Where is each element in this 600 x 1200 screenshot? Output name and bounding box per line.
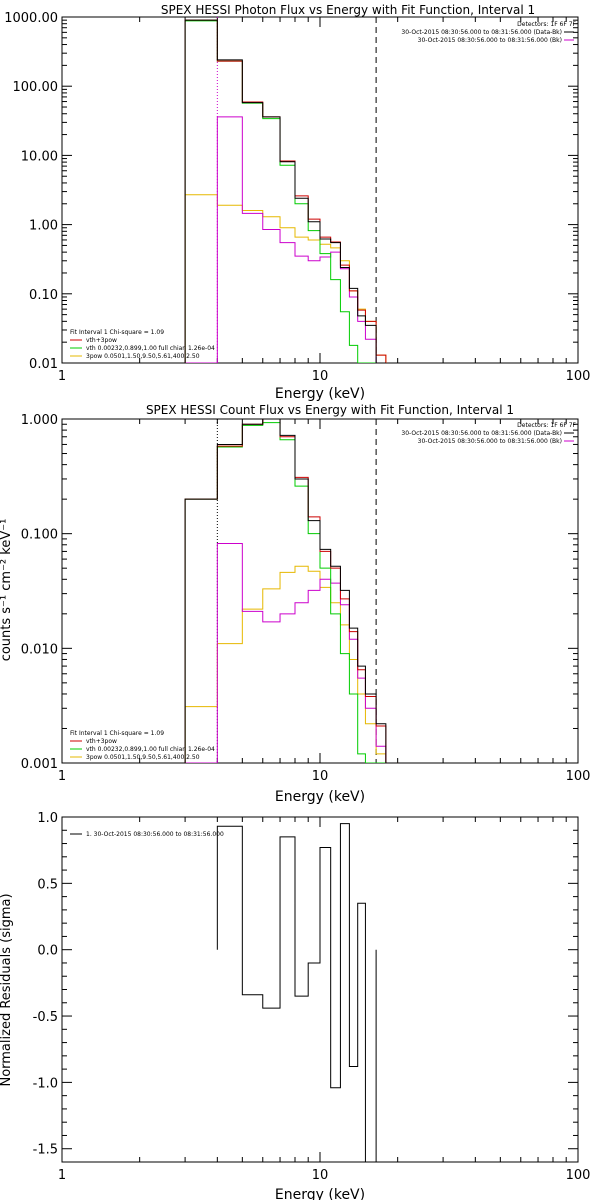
residuals-x-tick-label: 1	[58, 1168, 66, 1183]
residuals-plot-area	[216, 823, 377, 1162]
photon-flux-xlabel: Energy (keV)	[275, 386, 365, 402]
residuals-x-tick-label: 100	[566, 1168, 591, 1183]
count-flux-x-tick-label: 1	[58, 769, 66, 784]
count-flux-legend-bk: 30-Oct-2015 08:30:56.000 to 08:31:56.000…	[418, 438, 562, 445]
photon-flux-legend-bk: 30-Oct-2015 08:30:56.000 to 08:31:56.000…	[418, 37, 562, 44]
photon-flux-plot-area	[184, 17, 387, 363]
count-flux-y-tick-label: 0.001	[21, 757, 58, 772]
residuals-y-tick-label: 1.0	[37, 811, 58, 826]
count-flux-xlabel: Energy (keV)	[275, 789, 365, 805]
photon-flux-x-tick-label: 10	[312, 369, 329, 384]
count-flux-panel: SPEX HESSI Count Flux vs Energy with Fit…	[0, 403, 590, 805]
photon-flux-legend-3pow: 3pow 0.0501,1.50,9.50,5.61,400,2.50	[86, 353, 200, 360]
photon-flux-y-tick-label: 1000.00	[4, 11, 58, 26]
photon-flux-legend-vth: vth 0.00232,0.899,1.00 full chian 1.26e-…	[86, 345, 215, 352]
photon-flux-y-tick-label: 10.00	[21, 149, 58, 164]
count-flux-y-tick-label: 0.010	[21, 642, 58, 657]
residuals-legend-label: 1. 30-Oct-2015 08:30:56.000 to 08:31:56.…	[86, 831, 224, 838]
photon-flux-y-tick-label: 1.00	[29, 219, 58, 234]
photon-flux-series-bk	[185, 116, 386, 363]
photon-flux-axes-frame	[61, 16, 579, 364]
photon-flux-fit-interval-text: Fit Interval 1 Chi-square = 1.09	[70, 329, 164, 336]
count-flux-axes-frame	[61, 418, 579, 764]
count-flux-ylabel: counts s⁻¹ cm⁻² keV⁻¹	[0, 519, 14, 662]
count-flux-detectors-text: Detectors: 1F 6F 7F	[517, 422, 576, 429]
photon-flux-x-tick-label: 100	[566, 369, 591, 384]
residuals-y-tick-label: -1.5	[33, 1143, 58, 1158]
photon-flux-title: SPEX HESSI Photon Flux vs Energy with Fi…	[161, 3, 535, 17]
photon-flux-series-vth	[184, 20, 386, 363]
residuals-ylabel: Normalized Residuals (sigma)	[0, 893, 14, 1086]
count-flux-legend-3pow: 3pow 0.0501,1.50,9.50,5.61,400,2.50	[86, 754, 200, 761]
photon-flux-detectors-text: Detectors: 1F 6F 7F	[517, 21, 576, 28]
count-flux-x-tick-label: 10	[312, 769, 329, 784]
count-flux-series-data-bk	[184, 419, 398, 763]
count-flux-y-tick-label: 1.000	[21, 413, 58, 428]
count-flux-legend-total: vth+3pow	[86, 738, 117, 745]
photon-flux-panel: SPEX HESSI Photon Flux vs Energy with Fi…	[4, 3, 590, 402]
count-flux-y-tick-label: 0.100	[21, 528, 58, 543]
count-flux-legend-vth: vth 0.00232,0.899,1.00 full chian 1.26e-…	[86, 746, 215, 753]
residuals-y-tick-label: 0.5	[37, 877, 58, 892]
count-flux-plot-area	[184, 419, 398, 763]
photon-flux-series-3pow	[184, 194, 387, 363]
residuals-y-tick-label: -1.0	[33, 1076, 58, 1091]
count-flux-legend-data-bk: 30-Oct-2015 08:30:56.000 to 08:31:56.000…	[401, 430, 562, 437]
count-flux-fit-interval-text: Fit Interval 1 Chi-square = 1.09	[70, 730, 164, 737]
residuals-y-tick-label: 0.0	[37, 944, 58, 959]
residuals-y-tick-label: -0.5	[33, 1010, 58, 1025]
photon-flux-x-tick-label: 1	[58, 369, 66, 384]
count-flux-series-bk	[185, 543, 398, 763]
photon-flux-series-vth-3pow	[184, 19, 387, 363]
residuals-panel: Energy (keV) Normalized Residuals (sigma…	[0, 811, 590, 1200]
photon-flux-y-tick-label: 100.00	[13, 80, 59, 95]
count-flux-title: SPEX HESSI Count Flux vs Energy with Fit…	[146, 403, 514, 417]
residuals-xlabel: Energy (keV)	[275, 1187, 365, 1200]
photon-flux-y-tick-label: 0.01	[29, 357, 58, 372]
photon-flux-y-tick-label: 0.10	[29, 288, 58, 303]
count-flux-x-tick-label: 100	[566, 769, 591, 784]
photon-flux-legend-data-bk: 30-Oct-2015 08:30:56.000 to 08:31:56.000…	[401, 29, 562, 36]
residuals-x-tick-label: 10	[312, 1168, 329, 1183]
photon-flux-legend-total: vth+3pow	[86, 337, 117, 344]
residuals-series	[216, 823, 377, 1162]
photon-flux-series-data-bk	[184, 19, 386, 363]
